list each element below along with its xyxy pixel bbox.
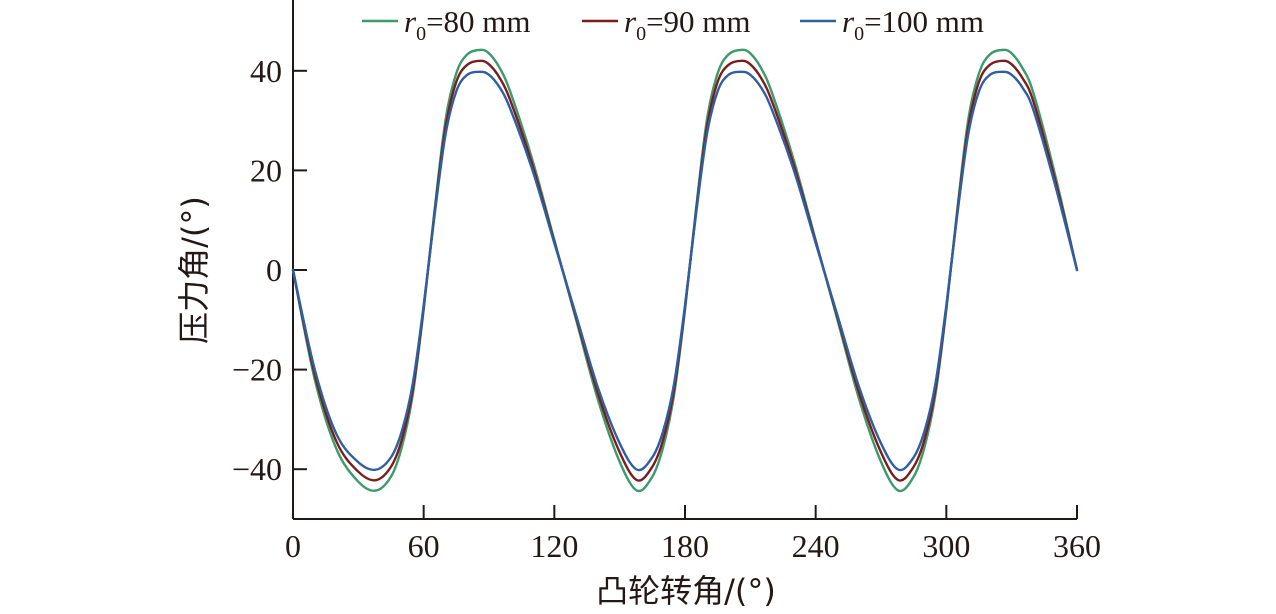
x-tick-label: 0	[285, 528, 301, 564]
y-tick-label: 40	[250, 53, 282, 89]
series-line-3	[291, 70, 1079, 472]
y-tick-label: −40	[232, 451, 282, 487]
x-tick-label: 300	[922, 528, 970, 564]
x-axis-title: 凸轮转角/(°)	[596, 572, 776, 610]
y-tick-label: 20	[250, 152, 282, 188]
y-tick-label: 0	[266, 252, 282, 288]
series-line-1	[291, 48, 1079, 493]
y-tick-label: −20	[232, 352, 282, 388]
y-axis-title: 压力角/(°)	[175, 196, 213, 344]
legend-label-3: r0=100 mm	[842, 4, 984, 45]
axes: 0 60 120 180 240 300 360 −40 −20 0 20 40	[232, 0, 1101, 564]
x-tick-label: 180	[661, 528, 709, 564]
series-line-2	[291, 59, 1079, 482]
series-layer	[291, 48, 1079, 493]
x-tick-label: 240	[792, 528, 840, 564]
x-tick-label: 360	[1053, 528, 1101, 564]
legend-label-1: r0=80 mm	[404, 4, 531, 45]
x-tick-label: 120	[530, 528, 578, 564]
legend-label-2: r0=90 mm	[624, 4, 751, 45]
x-tick-label: 60	[408, 528, 440, 564]
legend: r0=80 mm r0=90 mm r0=100 mm	[362, 4, 984, 45]
